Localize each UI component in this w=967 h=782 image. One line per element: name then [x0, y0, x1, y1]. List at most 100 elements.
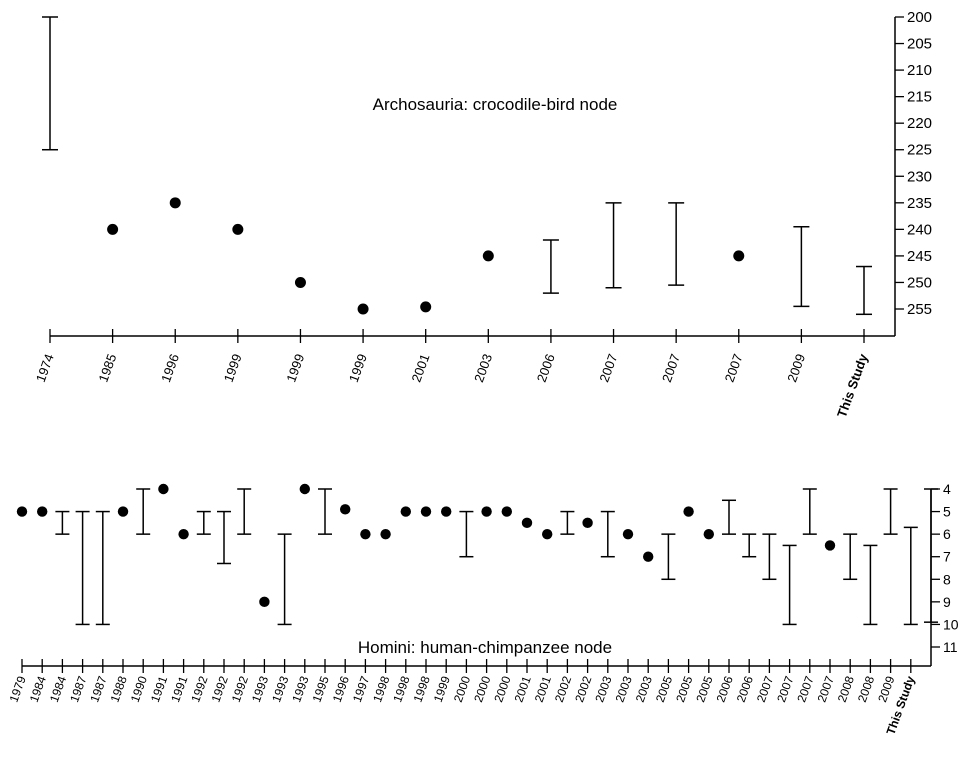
archo-x-tick-label: 1996 [158, 352, 182, 384]
homini-x-tick-label: 1984 [27, 674, 49, 704]
homini-x-tick-label: 2005 [693, 674, 715, 704]
homini-x-tick-label: 1993 [289, 674, 311, 704]
homini-x-tick-label: 1979 [7, 674, 29, 704]
homini-chart-title: Homini: human-chimpanzee node [358, 638, 612, 657]
homini-point-estimate [340, 504, 351, 515]
homini-x-tick-label: 1990 [128, 674, 150, 704]
archo-y-tick-label: 250 [907, 274, 932, 291]
homini-y-tick-label: 11 [943, 639, 958, 655]
homini-x-tick-label: 1999 [431, 674, 453, 704]
archosauria-chart-title: Archosauria: crocodile-bird node [373, 95, 618, 114]
homini-x-tick-label: 1993 [269, 674, 291, 704]
homini-range-bar [600, 510, 615, 558]
homini-range-bar [762, 533, 777, 581]
archo-point-estimate [107, 223, 119, 235]
archo-x-tick-label: 1985 [95, 352, 119, 384]
homini-range-bar [217, 510, 231, 565]
homini-range-bar [782, 544, 797, 626]
homini-range-bar [277, 533, 292, 626]
homini-x-tick-label: 1984 [47, 674, 69, 704]
homini-point-estimate [521, 517, 533, 529]
archo-y-tick-label: 210 [907, 62, 932, 79]
homini-y-tick-label: 7 [943, 549, 951, 565]
homini-range-bar [742, 533, 757, 558]
archo-range-bar [668, 202, 685, 286]
archo-y-tick-label: 225 [907, 142, 932, 159]
archo-y-tick-label: 215 [907, 89, 932, 106]
homini-x-tick-label: 1987 [67, 674, 89, 704]
homini-x-tick-label: 2007 [774, 674, 796, 704]
archo-x-tick-label: 2009 [784, 352, 808, 384]
archo-x-tick-label: 2003 [471, 352, 495, 384]
homini-range-bar [843, 533, 858, 581]
homini-point-estimate [441, 506, 452, 517]
homini-point-estimate [360, 528, 371, 540]
archo-point-estimate [169, 197, 181, 209]
archo-x-tick-label: 2007 [659, 352, 683, 384]
homini-point-estimate [259, 596, 270, 608]
homini-chart: Homini: human-chimpanzee node 4 5 6 7 8 9 10 11… [7, 481, 959, 737]
homini-point-estimate [703, 528, 714, 540]
homini-y-tick-label: 4 [943, 481, 951, 497]
homini-point-estimate [16, 506, 28, 517]
homini-range-bar [560, 510, 575, 535]
archo-y-tick-label: 205 [907, 36, 932, 53]
homini-range-bar [196, 510, 211, 535]
homini-x-tick-label: 1998 [411, 674, 433, 704]
homini-x-tick-label: 1996 [330, 674, 352, 704]
archo-y-tick-label: 220 [907, 115, 932, 132]
homini-x-tick-label: 2005 [653, 674, 675, 704]
archo-x-tick-label: 1974 [33, 352, 57, 384]
homini-range-bar [318, 488, 332, 535]
archo-y-tick-label: 255 [907, 301, 932, 318]
homini-x-tick-label: 1988 [108, 674, 130, 704]
homini-x-tick-label: 2007 [754, 674, 776, 704]
homini-x-tick-label: 1993 [249, 674, 271, 704]
homini-range-bar [863, 544, 878, 626]
homini-range-bar [661, 533, 676, 581]
archo-range-bar [542, 239, 559, 294]
homini-range-bar [924, 488, 938, 623]
homini-x-tick-label: 2001 [532, 674, 554, 704]
archo-x-tick-label: 2006 [534, 352, 558, 384]
homini-point-estimate [400, 506, 411, 517]
homini-point-estimate [380, 528, 391, 540]
homini-x-tick-label: 1997 [350, 674, 372, 704]
archo-point-estimate [482, 250, 494, 262]
archo-point-estimate [357, 303, 369, 315]
homini-x-tick-label: 1991 [168, 674, 190, 704]
homini-range-bar [883, 488, 898, 535]
homini-x-tick-label: 2005 [673, 674, 695, 704]
archo-range-bar [605, 202, 622, 289]
homini-range-bar [459, 510, 474, 558]
homini-y-tick-label: 8 [943, 571, 951, 587]
homini-point-estimate [824, 540, 836, 551]
archo-range-bar [42, 16, 58, 151]
homini-x-tick-label: 2008 [835, 674, 857, 704]
archo-range-bar [856, 265, 872, 316]
homini-y-tick-label: 6 [943, 526, 951, 542]
homini-point-estimate [420, 506, 432, 517]
homini-point-estimate [542, 528, 553, 540]
homini-point-estimate [683, 506, 694, 517]
homini-x-tick-label: 2009 [875, 674, 897, 704]
homini-x-tick-label: 2003 [633, 674, 655, 704]
homini-x-tick-label: 1992 [188, 674, 210, 704]
homini-range-bar [237, 488, 252, 535]
homini-x-tick-label: 1998 [370, 674, 392, 704]
homini-y-tick-label: 5 [943, 504, 951, 520]
homini-x-tick-label: 2003 [613, 674, 635, 704]
homini-x-tick-label: 2002 [572, 674, 594, 704]
homini-range-bar [722, 499, 736, 535]
archo-point-estimate [420, 301, 432, 313]
homini-point-estimate [299, 483, 310, 495]
homini-point-estimate [117, 506, 129, 517]
homini-range-bar [903, 526, 918, 626]
archo-x-tick-label: 1999 [221, 352, 245, 384]
archo-point-estimate [294, 276, 306, 288]
archo-y-tick-label: 235 [907, 195, 932, 212]
archo-y-tick-label: 245 [907, 248, 932, 265]
homini-range-bar [136, 488, 151, 535]
homini-x-tick-label: 2006 [714, 674, 736, 704]
